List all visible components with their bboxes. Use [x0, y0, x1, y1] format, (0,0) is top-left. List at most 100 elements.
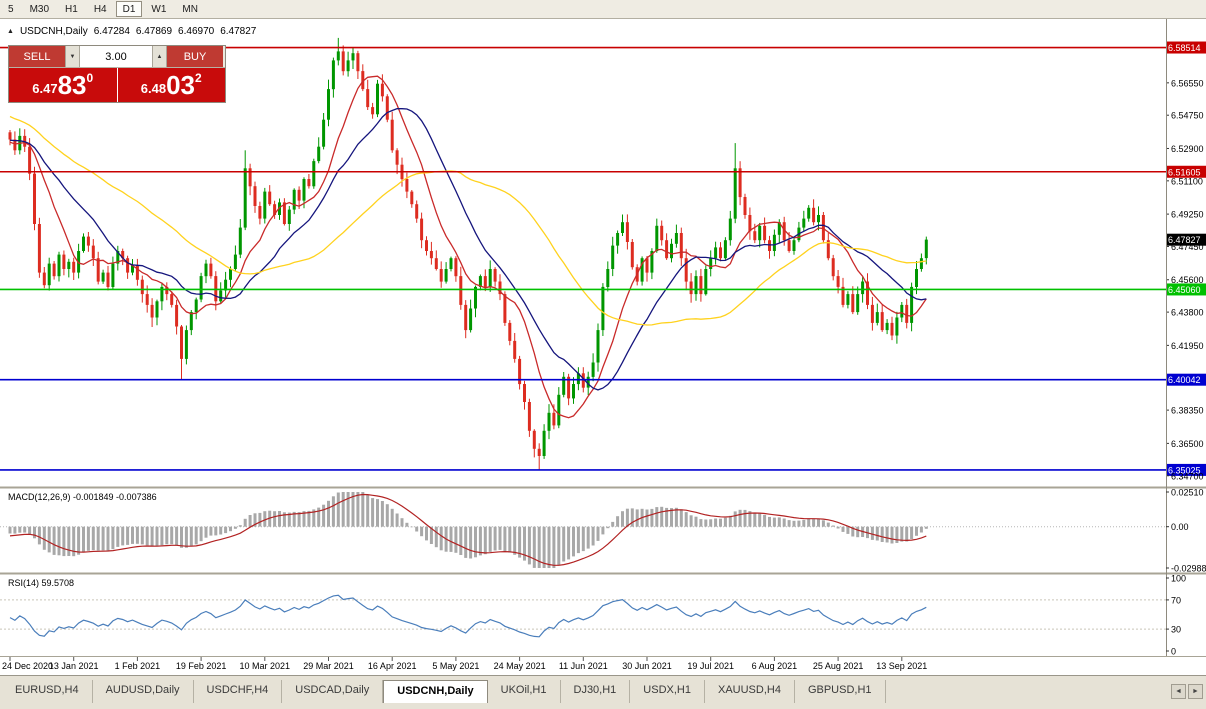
- ohlc-header: ▲ USDCNH,Daily 6.47284 6.47869 6.46970 6…: [7, 26, 256, 37]
- candle-body: [33, 173, 36, 224]
- chart-tab-ukoil[interactable]: UKOil,H1: [488, 680, 561, 703]
- candle-body: [233, 254, 237, 269]
- timeframe-button-h1[interactable]: H1: [65, 4, 78, 15]
- macd-histogram-bar: [62, 526, 66, 557]
- ask-price-display[interactable]: 6.48 03 2: [117, 68, 225, 102]
- date-label: 30 Jun 2021: [622, 661, 672, 671]
- volume-increase-button[interactable]: ▲: [152, 46, 167, 67]
- macd-histogram-bar: [194, 526, 198, 545]
- date-label: 19 Jul 2021: [687, 661, 734, 671]
- candle-body: [209, 263, 213, 277]
- candle-body: [444, 269, 448, 282]
- tab-scroll-right-icon[interactable]: ►: [1188, 684, 1203, 699]
- macd-histogram-bar: [674, 507, 678, 527]
- date-label: 1 Feb 2021: [115, 661, 161, 671]
- macd-histogram-bar: [170, 526, 174, 545]
- candle-body: [572, 384, 575, 399]
- ask-point: 2: [195, 71, 202, 85]
- volume-decrease-button[interactable]: ▼: [65, 46, 80, 67]
- candle-body: [390, 119, 394, 151]
- macd-histogram-bar: [131, 526, 134, 544]
- candle-body: [866, 281, 869, 305]
- chart-tab-usdcad[interactable]: USDCAD,Daily: [282, 680, 384, 703]
- price-tick-label: 6.38350: [1171, 406, 1204, 416]
- macd-histogram-bar: [699, 519, 703, 527]
- candle-body: [243, 168, 247, 228]
- timeframe-button-mn[interactable]: MN: [182, 4, 198, 15]
- candle-body: [518, 358, 522, 385]
- hline-price-label-bg: [1166, 373, 1206, 386]
- chart-tab-usdchf[interactable]: USDCHF,H4: [194, 680, 283, 703]
- candle-body: [591, 362, 595, 377]
- macd-histogram-bar: [817, 518, 820, 527]
- macd-histogram-bar: [474, 526, 477, 558]
- macd-histogram-bar: [537, 526, 541, 568]
- macd-histogram-bar: [527, 526, 531, 565]
- price-tick-label: 6.56550: [1171, 78, 1204, 88]
- candle-body: [802, 218, 806, 228]
- chart-tab-dj30[interactable]: DJ30,H1: [561, 680, 631, 703]
- candle-body: [219, 290, 223, 302]
- macd-histogram-bar: [52, 526, 56, 555]
- candle-body: [655, 225, 659, 251]
- macd-histogram-bar: [366, 494, 370, 527]
- hline-price-label: 6.40042: [1168, 375, 1201, 385]
- chart-tab-eurusd[interactable]: EURUSD,H4: [2, 680, 93, 703]
- chart-tab-audusd[interactable]: AUDUSD,Daily: [93, 680, 194, 703]
- candle-body: [679, 233, 683, 259]
- candle-body: [449, 258, 453, 269]
- timeframe-button-w1[interactable]: W1: [151, 4, 167, 15]
- chart-tab-usdcnh[interactable]: USDCNH,Daily: [383, 680, 488, 703]
- hline-price-label-bg: [1166, 41, 1206, 54]
- macd-histogram-bar: [454, 526, 458, 553]
- macd-histogram-bar: [498, 526, 502, 550]
- candle-body: [101, 272, 105, 282]
- tab-scroll-left-icon[interactable]: ◄: [1171, 684, 1186, 699]
- timeframe-button-5[interactable]: 5: [8, 4, 14, 15]
- timeframe-button-m30[interactable]: M30: [29, 4, 50, 15]
- volume-input[interactable]: [80, 46, 152, 67]
- macd-histogram-bar: [371, 498, 375, 527]
- candle-body: [282, 202, 286, 224]
- date-label: 25 Aug 2021: [813, 661, 864, 671]
- candle-body: [919, 258, 923, 269]
- macd-histogram-bar: [851, 526, 855, 537]
- macd-histogram-bar: [233, 526, 237, 529]
- rsi-axis-label: 70: [1171, 595, 1181, 605]
- macd-histogram-bar: [331, 496, 335, 527]
- macd-histogram-bar: [106, 526, 110, 551]
- macd-histogram-bar: [72, 526, 76, 557]
- date-label: 13 Jan 2021: [49, 661, 99, 671]
- timeframe-button-h4[interactable]: H4: [93, 4, 107, 15]
- ohlc-low: 6.46970: [178, 26, 215, 37]
- bid-pips: 83: [57, 70, 87, 100]
- one-click-collapse-icon[interactable]: ▲: [7, 28, 14, 35]
- chart-tab-xauusd[interactable]: XAUUSD,H4: [705, 680, 795, 703]
- sell-button[interactable]: SELL: [9, 46, 65, 67]
- candle-body: [670, 243, 673, 259]
- candle-body: [547, 412, 551, 431]
- chart-tab-gbpusd[interactable]: GBPUSD,H1: [795, 680, 886, 703]
- candle-body: [748, 215, 752, 232]
- candle-body: [189, 312, 193, 331]
- bid-price-display[interactable]: 6.47 83 0: [9, 68, 117, 102]
- buy-button[interactable]: BUY: [167, 46, 223, 67]
- macd-histogram-bar: [67, 526, 71, 556]
- ohlc-close: 6.47827: [220, 26, 257, 37]
- timeframe-button-d1[interactable]: D1: [115, 1, 143, 17]
- rsi-axis-label: 30: [1171, 625, 1181, 635]
- hline-price-label: 6.45060: [1168, 285, 1201, 295]
- chart-symbol-label: USDCNH,Daily: [19, 26, 88, 37]
- candle-body: [96, 258, 100, 282]
- macd-histogram-bar: [606, 526, 610, 529]
- macd-histogram-bar: [459, 526, 463, 555]
- price-tick-label: 6.54750: [1171, 111, 1204, 121]
- candle-body: [258, 206, 262, 219]
- macd-histogram-bar: [772, 517, 776, 527]
- macd-histogram-bar: [209, 526, 213, 536]
- macd-histogram-bar: [385, 504, 389, 527]
- chart-tab-usdx[interactable]: USDX,H1: [630, 680, 705, 703]
- macd-histogram-bar: [121, 526, 125, 546]
- macd-histogram-bar: [508, 526, 512, 553]
